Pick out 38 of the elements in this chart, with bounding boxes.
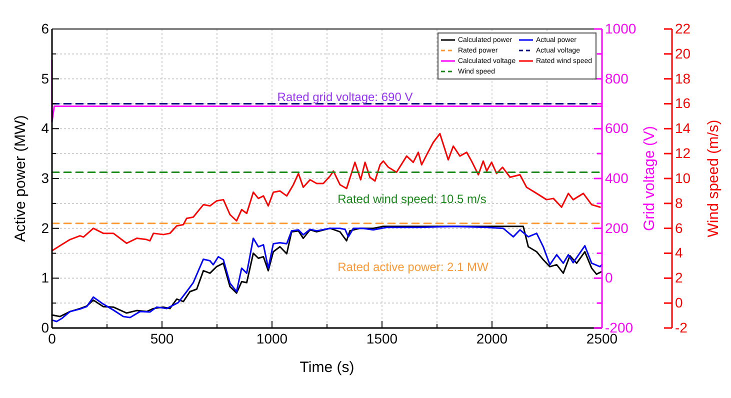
y2-tick-label: 0 bbox=[605, 270, 613, 286]
y-tick-label: 1 bbox=[41, 270, 50, 286]
y2-tick-label: 600 bbox=[605, 120, 629, 136]
x-tick-label: 500 bbox=[150, 330, 174, 347]
y3-axis-title: Wind speed (m/s) bbox=[705, 120, 722, 238]
annotation: Rated wind speed: 10.5 m/s bbox=[338, 192, 486, 206]
annotation: Rated active power: 2.1 MW bbox=[338, 260, 490, 274]
y2-tick-label: 200 bbox=[605, 220, 629, 236]
y3-tick-label: 8 bbox=[675, 194, 683, 211]
y3-tick-label: 18 bbox=[675, 70, 691, 86]
y-tick-label: 6 bbox=[41, 20, 50, 36]
y-tick-label: 4 bbox=[41, 120, 50, 136]
y2-tick-label: 400 bbox=[605, 170, 629, 186]
y3-tick-label: 14 bbox=[675, 120, 691, 136]
y3-tick-label: 0 bbox=[675, 294, 683, 311]
y3-tick-label: 10 bbox=[675, 170, 691, 186]
annotation: Rated grid voltage: 690 V bbox=[277, 90, 413, 104]
y-tick-label: 3 bbox=[41, 170, 50, 186]
y2-tick-label: 1000 bbox=[605, 20, 636, 36]
x-tick-label: 2000 bbox=[476, 330, 508, 347]
x-tick-label: 1000 bbox=[256, 330, 288, 347]
y-axis-title: Active power (MW) bbox=[12, 115, 29, 242]
y2-axis-title: Grid voltage (V) bbox=[641, 126, 658, 232]
y3-tick-label: 22 bbox=[675, 20, 691, 36]
y3-tick-label: 6 bbox=[675, 220, 683, 236]
y3-tick-label: -2 bbox=[675, 319, 688, 336]
y3-tick-label: 16 bbox=[675, 95, 691, 112]
x-tick-label: 1500 bbox=[366, 330, 398, 347]
y3-tick-label: 2 bbox=[675, 270, 683, 286]
y-tick-label: 5 bbox=[41, 70, 50, 86]
y-tick-label: 2 bbox=[41, 220, 50, 236]
y3-tick-label: 4 bbox=[675, 244, 683, 261]
x-axis-title: Time (s) bbox=[300, 359, 354, 376]
line-series bbox=[51, 132, 601, 252]
y3-tick-label: 12 bbox=[675, 145, 691, 162]
y3-tick-label: 20 bbox=[675, 45, 691, 62]
y-tick-label: 0 bbox=[41, 319, 50, 336]
y2-tick-label: 800 bbox=[605, 70, 629, 86]
